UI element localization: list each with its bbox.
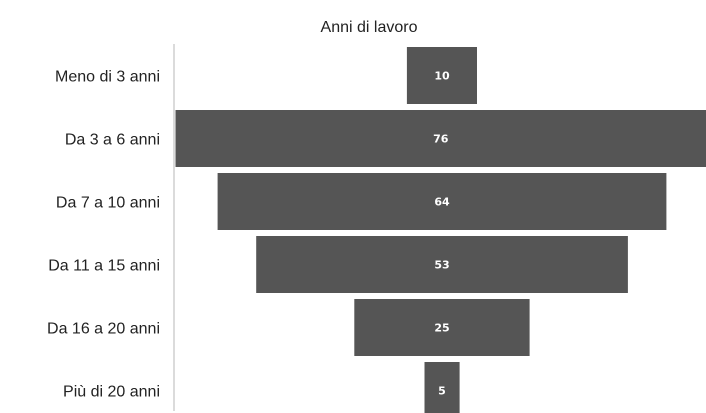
bar-value-label: 76: [433, 133, 449, 146]
category-label: Da 11 a 15 anni: [48, 258, 160, 275]
funnel-bar: [406, 47, 477, 104]
funnel-bar: [354, 299, 530, 356]
category-label: Da 16 a 20 anni: [47, 321, 160, 338]
bar-value-label: 25: [434, 322, 449, 335]
bars-layer: 10 Meno di 3 anni 76 Da 3 a 6 anni 64 Da 7 a …: [47, 47, 706, 413]
chart-title: Anni di lavoro: [321, 19, 418, 36]
category-label: Meno di 3 anni: [55, 69, 160, 86]
category-label: Da 7 a 10 anni: [56, 195, 160, 212]
funnel-bar: [424, 362, 460, 413]
category-label: Più di 20 anni: [63, 384, 160, 401]
bar-value-label: 64: [434, 196, 450, 209]
bar-value-label: 10: [434, 70, 450, 83]
bar-value-label: 53: [434, 259, 449, 272]
category-label: Da 3 a 6 anni: [65, 132, 160, 149]
bar-value-label: 5: [438, 385, 446, 398]
funnel-bar: [256, 236, 628, 293]
funnel-bar: [217, 173, 667, 230]
funnel-bar: [175, 110, 706, 167]
